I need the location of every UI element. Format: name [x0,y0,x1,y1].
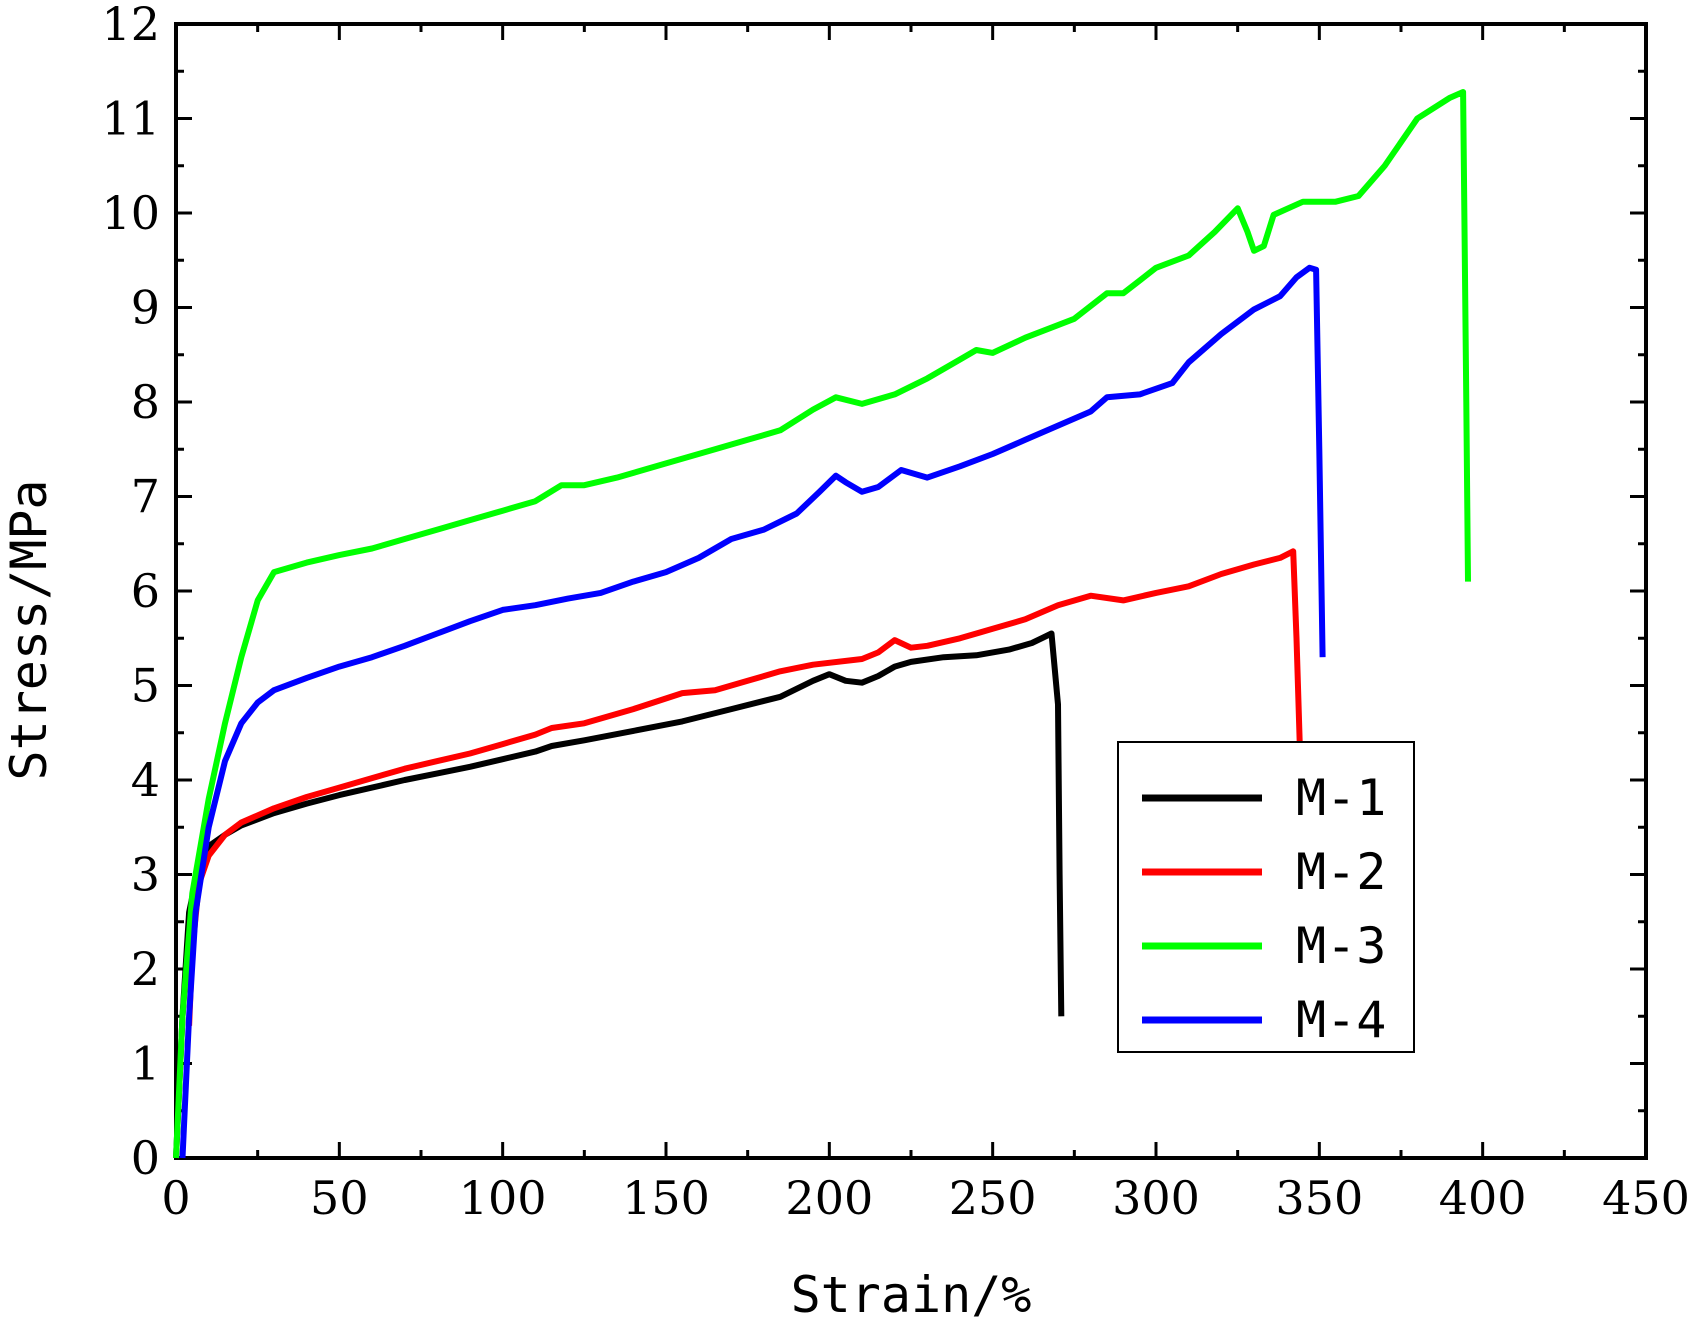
x-tick-label: 300 [1112,1171,1200,1225]
axis-ticks: 0 50 100 150 200 250 300 350 400 4500123456789101… [101,0,1689,1225]
series-line-m-2 [186,548,1303,1026]
series-line-m-4 [179,264,1326,1159]
x-tick-label: 450 [1602,1171,1690,1225]
y-tick-label: 6 [131,564,160,618]
x-tick-label: 250 [949,1171,1037,1225]
x-axis-title: Strain/% [791,1266,1032,1324]
y-tick-label: 7 [131,470,160,524]
series-line-m-3 [173,89,1471,1159]
y-tick-label: 0 [131,1131,160,1185]
x-tick-label: 100 [459,1171,547,1225]
y-tick-label: 2 [131,942,160,996]
y-axis-title: Stress/MPa [0,479,58,780]
x-tick-label: 400 [1439,1171,1527,1225]
y-tick-label: 8 [131,375,160,429]
x-tick-label: 200 [785,1171,873,1225]
y-tick-label: 11 [101,92,160,146]
legend-box [1117,741,1415,1053]
y-tick-label: 10 [101,186,160,240]
legend-label: M-2 [1296,843,1386,901]
y-tick-label: 1 [131,1037,160,1091]
plot-frame [174,22,1648,1160]
legend: M-1 M-2 M-3 M-4 [1117,741,1415,1053]
x-tick-label: 50 [310,1171,369,1225]
y-tick-label: 12 [101,0,160,51]
y-tick-label: 9 [131,281,160,335]
y-tick-label: 3 [131,848,160,902]
x-tick-label: 350 [1275,1171,1363,1225]
y-tick-label: 4 [131,753,160,807]
series-lines [173,89,1471,1159]
legend-label: M-1 [1296,769,1386,827]
y-tick-label: 5 [131,659,160,713]
x-tick-label: 0 [161,1171,190,1225]
x-tick-label: 150 [622,1171,710,1225]
legend-label: M-4 [1296,991,1386,1049]
legend-label: M-3 [1296,917,1386,975]
